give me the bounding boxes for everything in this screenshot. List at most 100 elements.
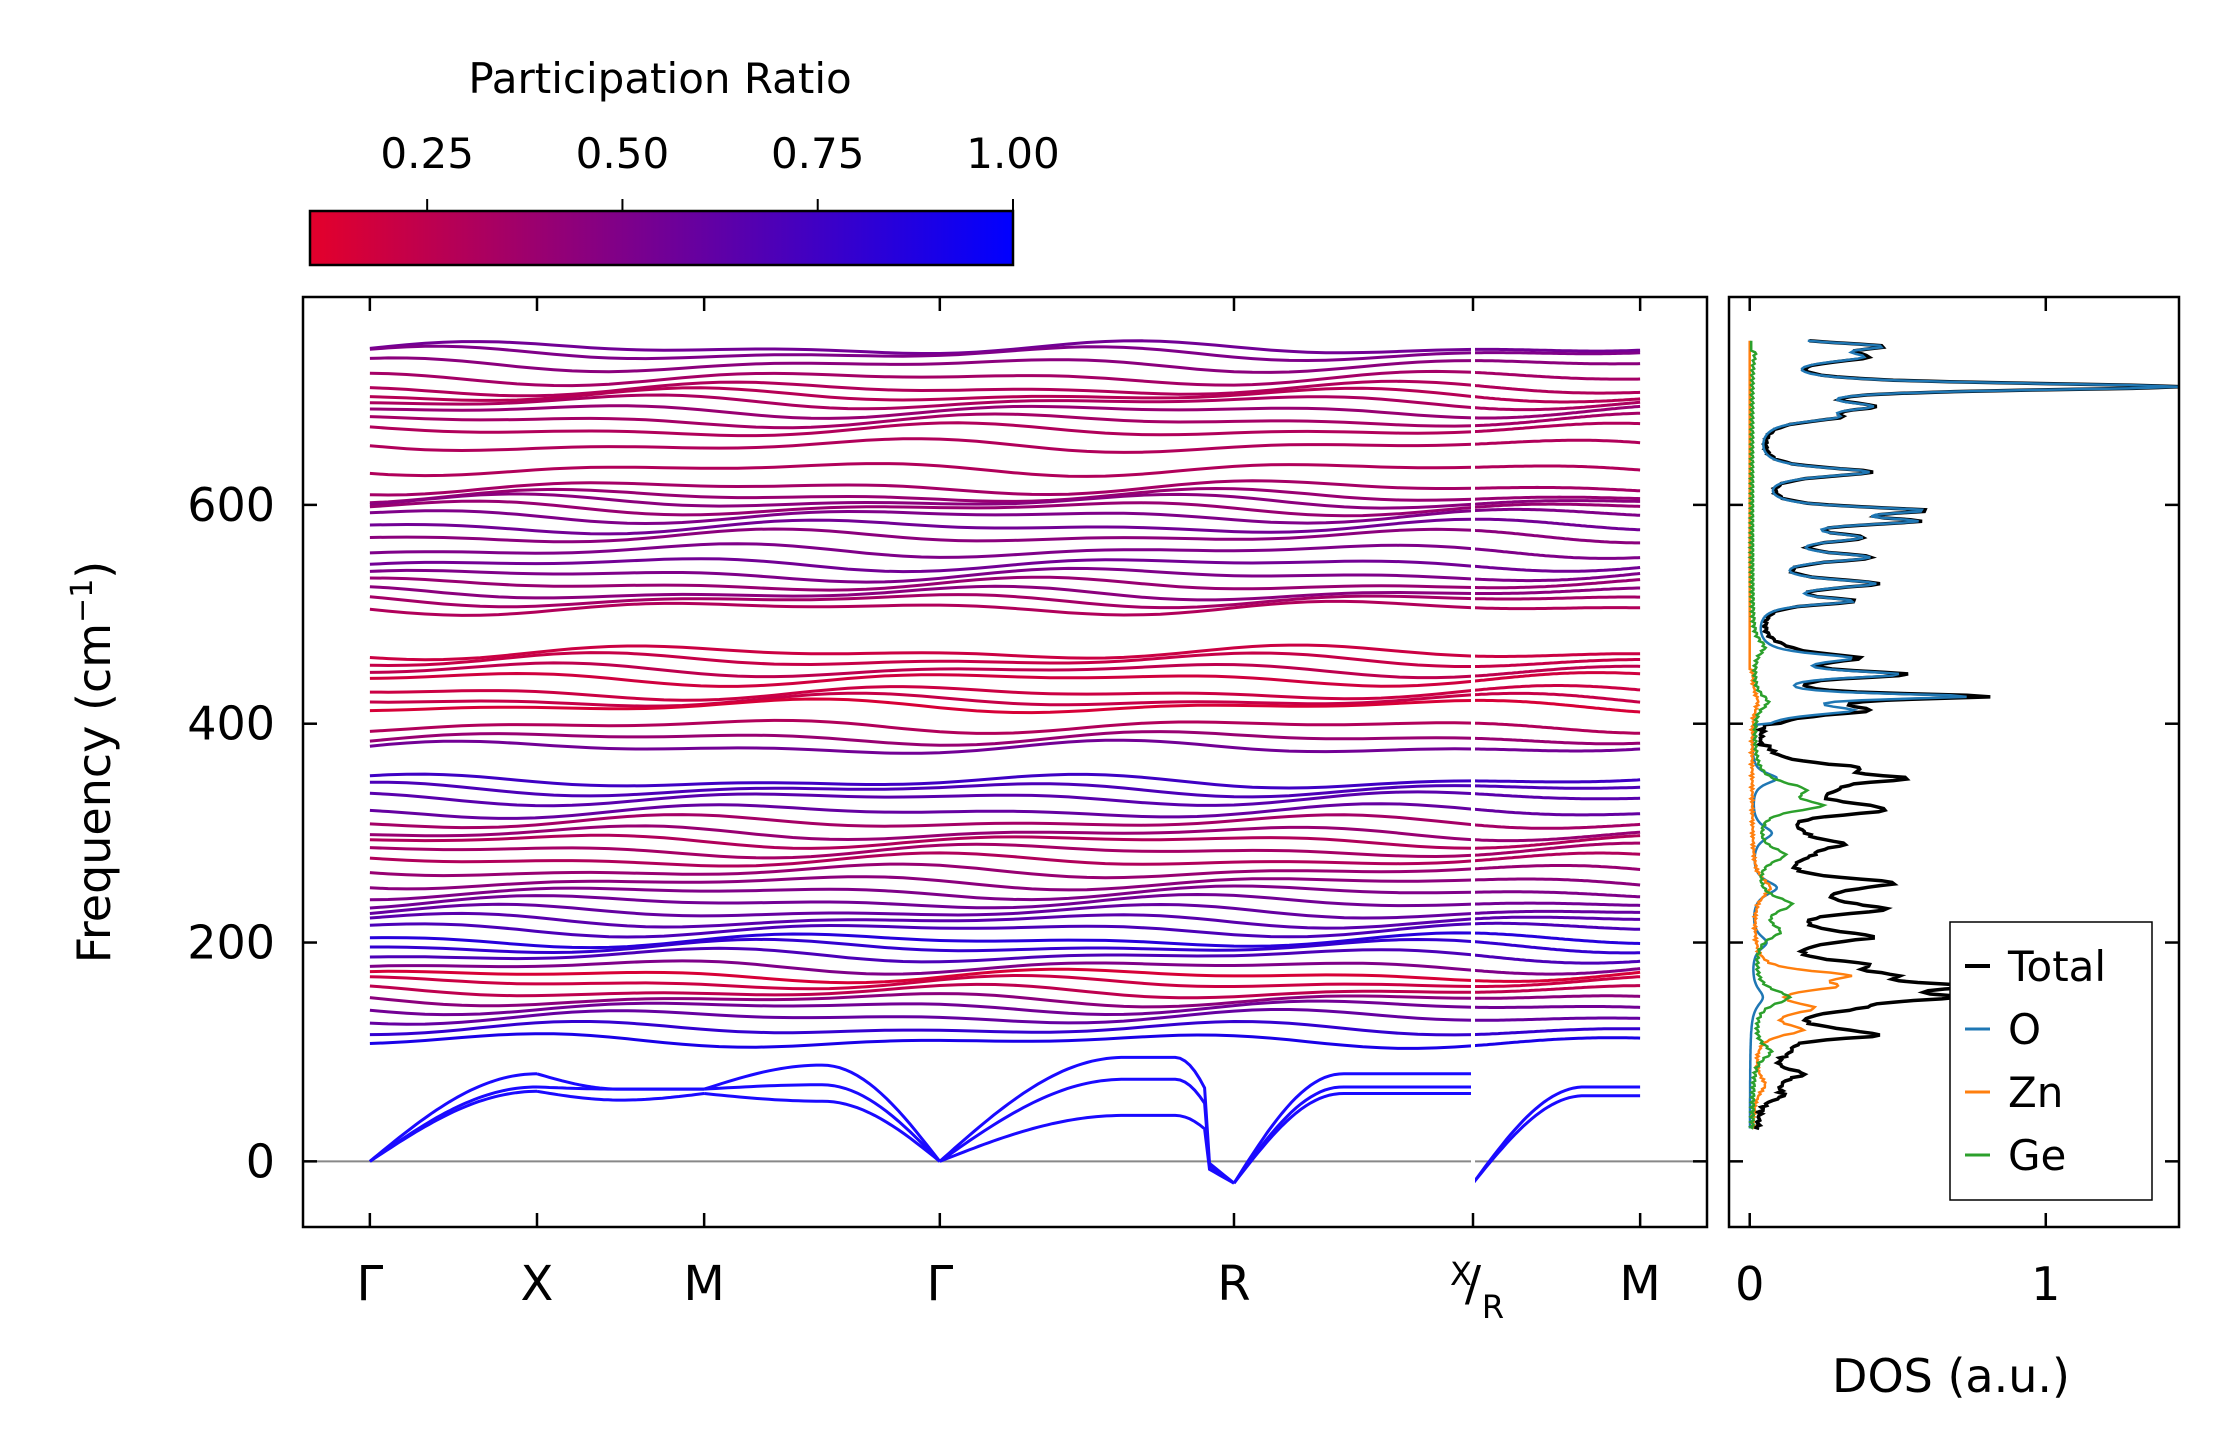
optical-band-line xyxy=(1472,864,1641,871)
optical-band-line xyxy=(1473,994,1641,1000)
acoustic-band-x-m xyxy=(536,1085,705,1091)
optical-band-line xyxy=(1472,572,1641,583)
optical-band-line xyxy=(369,999,1474,1017)
kpoint-label-bottom: R xyxy=(1482,1288,1504,1326)
optical-band-line xyxy=(1473,404,1641,420)
optical-band-line xyxy=(1473,890,1641,899)
acoustic-band-r-xr xyxy=(1232,1085,1473,1185)
kpoint-label: Γ xyxy=(926,1256,953,1312)
optical-band-line xyxy=(1472,395,1641,404)
optical-band-line xyxy=(369,557,1474,574)
optical-band-line xyxy=(369,599,1474,617)
optical-band-line xyxy=(1472,1036,1641,1048)
optical-band-line xyxy=(1472,528,1641,545)
optical-band-line xyxy=(1472,909,1641,915)
optical-band-line xyxy=(369,486,1474,505)
y-tick-label: 600 xyxy=(187,478,275,532)
optical-band-line xyxy=(369,437,1474,454)
optical-band-line xyxy=(1472,931,1641,945)
optical-band-line xyxy=(1472,411,1641,428)
colorbar-tick-label: 1.00 xyxy=(966,129,1060,178)
optical-band-line xyxy=(1473,517,1641,532)
optical-band-line xyxy=(1473,347,1641,353)
optical-band-line xyxy=(1473,658,1641,668)
optical-band-line xyxy=(369,651,1473,668)
dos-curve-ge xyxy=(1747,340,1828,1130)
optical-band-line xyxy=(369,643,1474,662)
acoustic-band-m-gamma xyxy=(704,1083,941,1163)
optical-band-line xyxy=(369,967,1474,985)
optical-band-line xyxy=(1473,359,1641,366)
optical-band-line xyxy=(1472,499,1641,506)
optical-band-line xyxy=(1473,778,1641,784)
optical-band-line xyxy=(1472,901,1641,907)
optical-band-line xyxy=(1472,691,1641,704)
optical-band-line xyxy=(369,1019,1474,1037)
optical-band-line xyxy=(1473,1005,1641,1009)
optical-band-line xyxy=(1472,1027,1641,1037)
optical-band-line xyxy=(369,973,1474,991)
optical-band-line xyxy=(369,492,1474,510)
dos-frame xyxy=(1727,295,2181,1229)
optical-band-line xyxy=(369,1008,1474,1026)
legend-label: Zn xyxy=(2008,1068,2063,1117)
optical-band-line xyxy=(1472,792,1641,801)
optical-band-line xyxy=(369,911,1474,930)
acoustic-band-gamma-r xyxy=(938,1077,1235,1185)
optical-band-line xyxy=(1472,684,1641,692)
acoustic-band-xr-m xyxy=(1471,1085,1641,1185)
optical-band-line xyxy=(1472,970,1641,983)
optical-band-line xyxy=(1472,967,1641,976)
optical-band-line xyxy=(369,884,1474,902)
optical-band-line xyxy=(369,691,1474,708)
optical-band-line xyxy=(1472,495,1641,501)
optical-band-line xyxy=(1473,975,1641,988)
optical-band-line xyxy=(369,517,1474,536)
optical-band-line xyxy=(369,479,1474,497)
optical-band-line xyxy=(369,412,1474,430)
acoustic-band-m-gamma xyxy=(703,1063,941,1163)
optical-band-line xyxy=(1472,421,1641,434)
y-axis-label: Frequency (cm−1) xyxy=(65,561,121,964)
optical-band-line xyxy=(1473,834,1641,850)
optical-band-line xyxy=(369,959,1474,976)
legend-label: Ge xyxy=(2008,1131,2066,1180)
acoustic-band-gamma-r xyxy=(938,1055,1235,1185)
optical-band-line xyxy=(1472,940,1641,955)
optical-band-line xyxy=(1472,464,1641,472)
optical-band-line xyxy=(1472,736,1641,746)
colorbar-title: Participation Ratio xyxy=(468,54,851,103)
optical-band-line xyxy=(1472,698,1641,714)
optical-band-line xyxy=(369,404,1474,420)
band-frame xyxy=(301,295,1709,1229)
colorbar-tick-label: 0.50 xyxy=(576,129,670,178)
optical-band-line xyxy=(369,344,1474,363)
optical-band-line xyxy=(369,937,1474,955)
optical-band-line xyxy=(369,379,1474,398)
optical-band-line xyxy=(1472,502,1641,509)
optical-band-line xyxy=(369,931,1474,950)
optical-band-line xyxy=(369,982,1474,1000)
optical-band-line xyxy=(1472,507,1641,517)
optical-band-line xyxy=(369,661,1474,680)
optical-band-line xyxy=(369,386,1474,402)
optical-band-line xyxy=(369,738,1474,755)
optical-band-line xyxy=(369,813,1474,830)
optical-band-line xyxy=(1473,586,1641,595)
optical-band-line xyxy=(369,851,1474,868)
kpoint-label: Γ xyxy=(356,1256,383,1312)
acoustic-band-x-m xyxy=(536,1089,705,1102)
optical-band-line xyxy=(369,499,1474,518)
optical-band-line xyxy=(1472,1016,1641,1022)
acoustic-band-xr-m xyxy=(1471,1094,1641,1185)
optical-band-line xyxy=(1472,370,1641,381)
acoustic-band-gamma-r xyxy=(939,1113,1235,1185)
optical-band-line xyxy=(369,671,1474,688)
dos-legend: Total O Zn Ge xyxy=(1949,921,2153,1201)
optical-band-line xyxy=(1472,921,1641,931)
optical-band-line xyxy=(1472,784,1641,790)
optical-band-line xyxy=(369,718,1474,735)
optical-band-line xyxy=(369,946,1474,964)
